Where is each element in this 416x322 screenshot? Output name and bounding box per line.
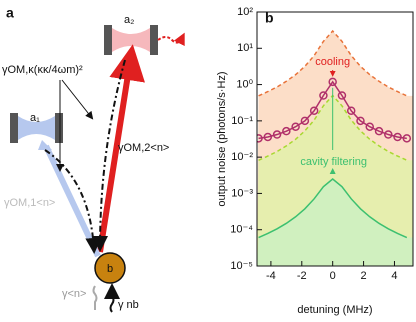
annotation: cavity filtering (300, 156, 367, 168)
x-tick-label: -2 (297, 270, 307, 282)
mirror (104, 25, 112, 55)
area (257, 178, 413, 266)
y-axis-label: output noise (photons/s·Hz) (216, 71, 228, 206)
annotation: cooling (315, 56, 350, 68)
marker (257, 134, 263, 143)
arrow (92, 59, 126, 252)
marker (337, 91, 347, 100)
rate-label: γOM,κ(κκ/4ωm)² (2, 64, 83, 76)
diagram: a a₁ a₂ γOM,κ(κκ/4ωm)² γOM,2<n> γOM,1<n>… (2, 5, 185, 313)
x-axis-label: detuning (MHz) (297, 304, 372, 316)
node-label: a₁ (30, 112, 40, 124)
marker (374, 126, 384, 136)
y-tick-label: 10⁻² (231, 151, 253, 163)
mirror (55, 113, 63, 143)
marker (346, 106, 356, 115)
x-tick-label: -4 (266, 270, 276, 282)
panel-label: b (265, 10, 274, 26)
x-tick-label: 0 (330, 270, 336, 282)
marker (384, 130, 393, 139)
arrow (61, 79, 94, 120)
series-line (258, 29, 408, 97)
marker (356, 116, 365, 126)
y-tick-label: 10⁻³ (231, 187, 253, 199)
node-label: a₂ (124, 14, 134, 26)
plot-frame (256, 11, 414, 267)
marker (272, 130, 282, 139)
marker (300, 116, 310, 126)
arrow (97, 44, 145, 253)
rate-label: γOM,2<n> (118, 142, 169, 154)
cavity-mode (112, 28, 150, 52)
loss-arrow (92, 285, 98, 310)
marker (291, 122, 300, 131)
mirror (150, 25, 158, 55)
y-tick-label: 10⁻⁴ (230, 224, 253, 236)
marker (328, 77, 337, 87)
mirror (10, 113, 18, 143)
rate-label: γ<n> (62, 288, 86, 300)
heating-arrow (104, 283, 120, 313)
y-tick-label: 10¹ (237, 42, 253, 54)
marker (309, 106, 319, 115)
y-tick-label: 10⁰ (236, 78, 253, 90)
marker (319, 91, 328, 100)
panel-label: a (6, 5, 14, 21)
marker (393, 132, 402, 142)
arrow (44, 149, 102, 254)
output-arrow (157, 32, 185, 47)
y-tick-label: 10² (237, 6, 253, 18)
node-label: b (107, 263, 113, 275)
series-line (258, 178, 408, 239)
arrowhead (38, 140, 52, 150)
x-tick-label: 2 (361, 270, 367, 282)
rate-label: γOM,1<n> (4, 197, 55, 209)
y-tick-label: 10⁻¹ (231, 115, 253, 127)
cavity-mode (18, 116, 55, 140)
marker (402, 134, 412, 143)
chart: b 10² 10¹ 10⁰ 10⁻¹ 10⁻² 10⁻³ 10⁻⁴ 10⁻⁵ -4 -2 0 2 4 de… (216, 6, 414, 316)
x-tick-label: 4 (391, 270, 397, 282)
marker (282, 126, 291, 136)
marker (263, 132, 273, 142)
rate-label: γ nb (118, 299, 139, 311)
y-tick-label: 10⁻⁵ (230, 260, 253, 272)
plot-area (257, 29, 413, 266)
marker (365, 122, 375, 131)
